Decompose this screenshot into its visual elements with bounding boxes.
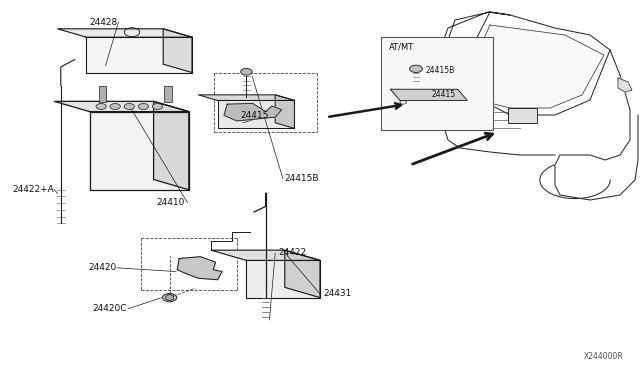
Text: 24415: 24415 — [432, 90, 456, 99]
Polygon shape — [90, 112, 189, 190]
Text: 24415B: 24415B — [426, 66, 455, 75]
Polygon shape — [224, 103, 282, 121]
Text: 24415B: 24415B — [285, 174, 319, 183]
Circle shape — [152, 103, 163, 109]
Polygon shape — [390, 89, 467, 100]
Text: X244000R: X244000R — [584, 352, 624, 361]
Circle shape — [124, 103, 134, 109]
Polygon shape — [177, 257, 222, 280]
Text: 24428: 24428 — [90, 18, 118, 27]
Text: 24420: 24420 — [88, 263, 116, 272]
Text: 24415: 24415 — [240, 111, 268, 120]
Bar — [381, 37, 493, 130]
Polygon shape — [58, 29, 192, 37]
Polygon shape — [275, 95, 294, 128]
Text: 24420C: 24420C — [93, 304, 127, 313]
Text: AT/MT: AT/MT — [388, 42, 413, 51]
Polygon shape — [618, 78, 632, 92]
Circle shape — [410, 65, 422, 73]
Bar — [508, 108, 537, 123]
Text: 24422+A: 24422+A — [13, 185, 54, 194]
Polygon shape — [154, 101, 189, 190]
Polygon shape — [218, 100, 294, 128]
Polygon shape — [285, 250, 320, 298]
Polygon shape — [246, 260, 320, 298]
Polygon shape — [166, 294, 173, 301]
Text: 24410: 24410 — [157, 198, 185, 207]
Polygon shape — [211, 250, 320, 260]
Circle shape — [163, 294, 177, 302]
Text: 24431: 24431 — [323, 289, 351, 298]
Circle shape — [138, 103, 148, 109]
Polygon shape — [54, 101, 189, 112]
Polygon shape — [198, 95, 294, 100]
Text: 24422: 24422 — [278, 248, 307, 257]
Polygon shape — [86, 37, 192, 73]
Circle shape — [241, 68, 252, 75]
Polygon shape — [472, 25, 604, 108]
Circle shape — [96, 103, 106, 109]
Bar — [164, 86, 172, 102]
Circle shape — [110, 103, 120, 109]
Polygon shape — [163, 29, 192, 73]
Bar — [99, 86, 106, 102]
